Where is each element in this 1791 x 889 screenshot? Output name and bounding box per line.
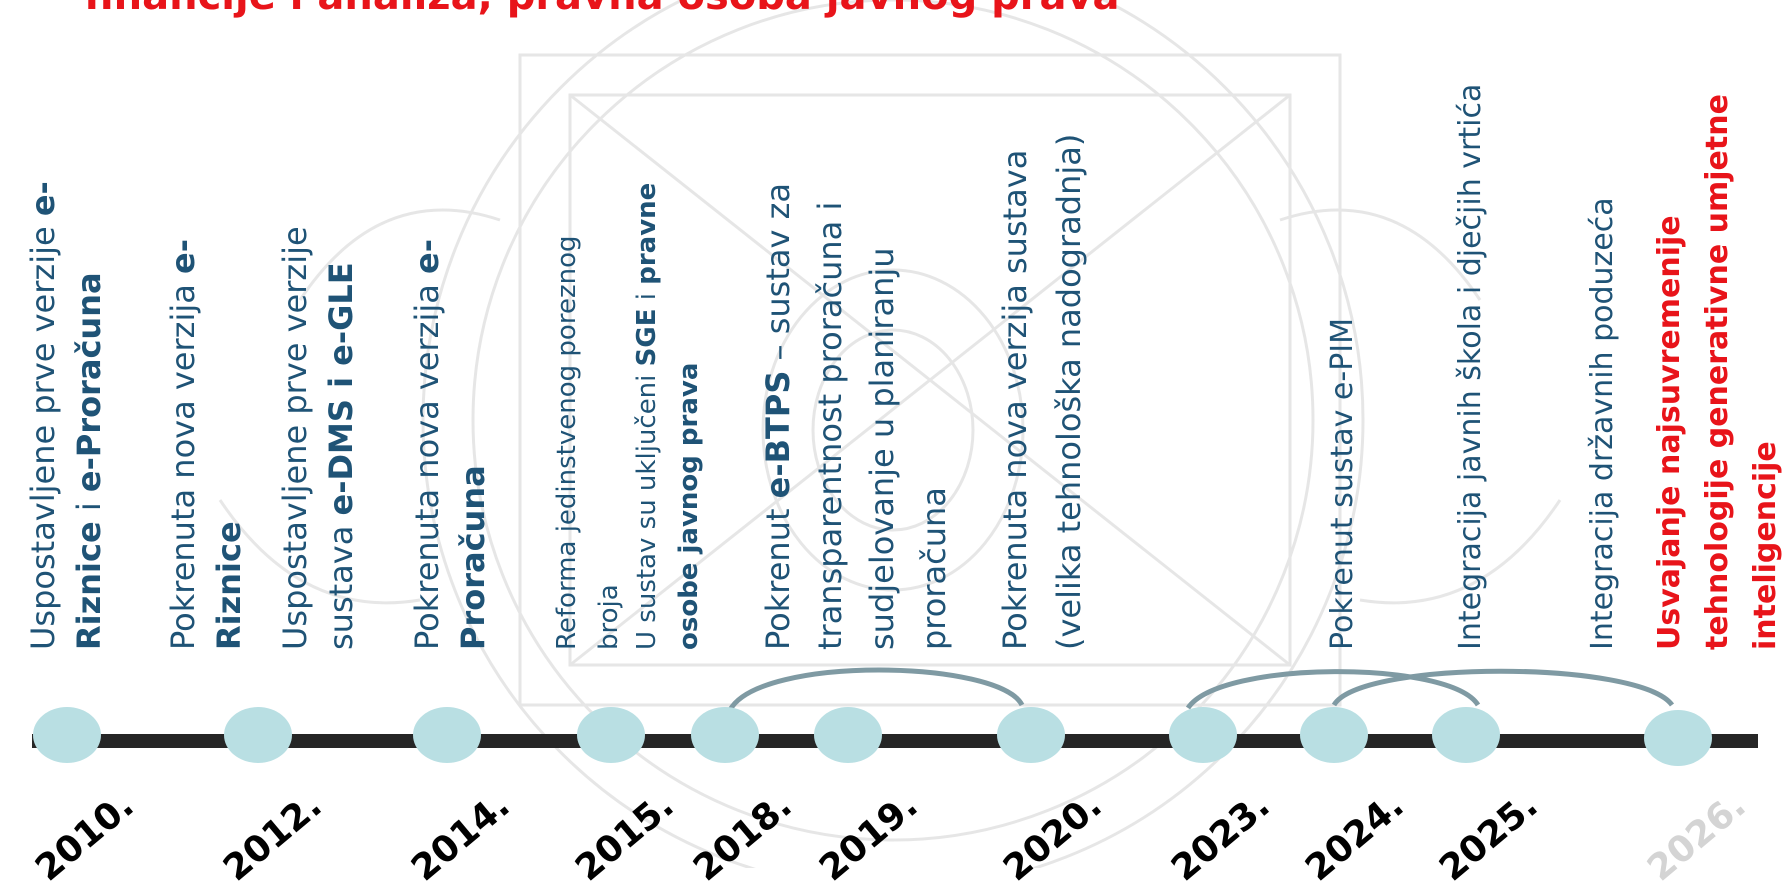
milestone-dot (997, 707, 1065, 763)
milestone-text-2025: Integracija državnih poduzeća (1585, 197, 1620, 650)
timeline (32, 667, 1758, 766)
milestone-text-2018: Pokrenut e-BTPS – sustav za transparentn… (759, 182, 953, 650)
milestone-text-2015: Reforma jedinstvenog poreznog broja (552, 235, 624, 650)
milestone-dot (814, 707, 882, 763)
milestone-dot (1644, 710, 1712, 766)
milestone-text-2012-b: Uspostavljene prve verzije sustava e-DMS… (276, 226, 360, 650)
period-arc-2018-2020 (727, 667, 1025, 712)
milestone-dot (1300, 707, 1368, 763)
milestone-dot (691, 707, 759, 763)
milestone-text-2023: Pokrenut sustav e-PIM (1325, 317, 1360, 650)
milestone-dot (413, 707, 481, 763)
page-title: financije i analiza, pravna osoba javnog… (84, 0, 1120, 20)
milestone-dot (33, 707, 101, 763)
milestone-dot (1169, 707, 1237, 763)
milestone-text-2024: Integracija javnih škola i dječjih vrtić… (1453, 83, 1488, 650)
period-arc-2023-2025 (1185, 669, 1481, 710)
milestone-text-2015-b: U sustav su uključeni SGE i pravne osobe… (632, 182, 704, 650)
milestone-dot (224, 707, 292, 763)
milestone-text-2010: Uspostavljene prve verzije e- Riznice i … (24, 181, 108, 650)
milestone-text-2012-a: Pokrenuta nova verzija e- Riznice (164, 239, 248, 650)
milestone-dot (577, 707, 645, 763)
watermark-seal (218, 0, 1562, 868)
milestone-text-2020: Pokrenuta nova verzija sustava (velika t… (996, 133, 1088, 650)
milestone-text-2014: Pokrenuta nova verzija e- Proračuna (408, 239, 492, 650)
milestone-text-2026: Usvajanje najsuvremenije tehnologije gen… (1652, 94, 1783, 650)
milestone-dot (1432, 707, 1500, 763)
period-arc-2024-2026 (1331, 668, 1675, 707)
